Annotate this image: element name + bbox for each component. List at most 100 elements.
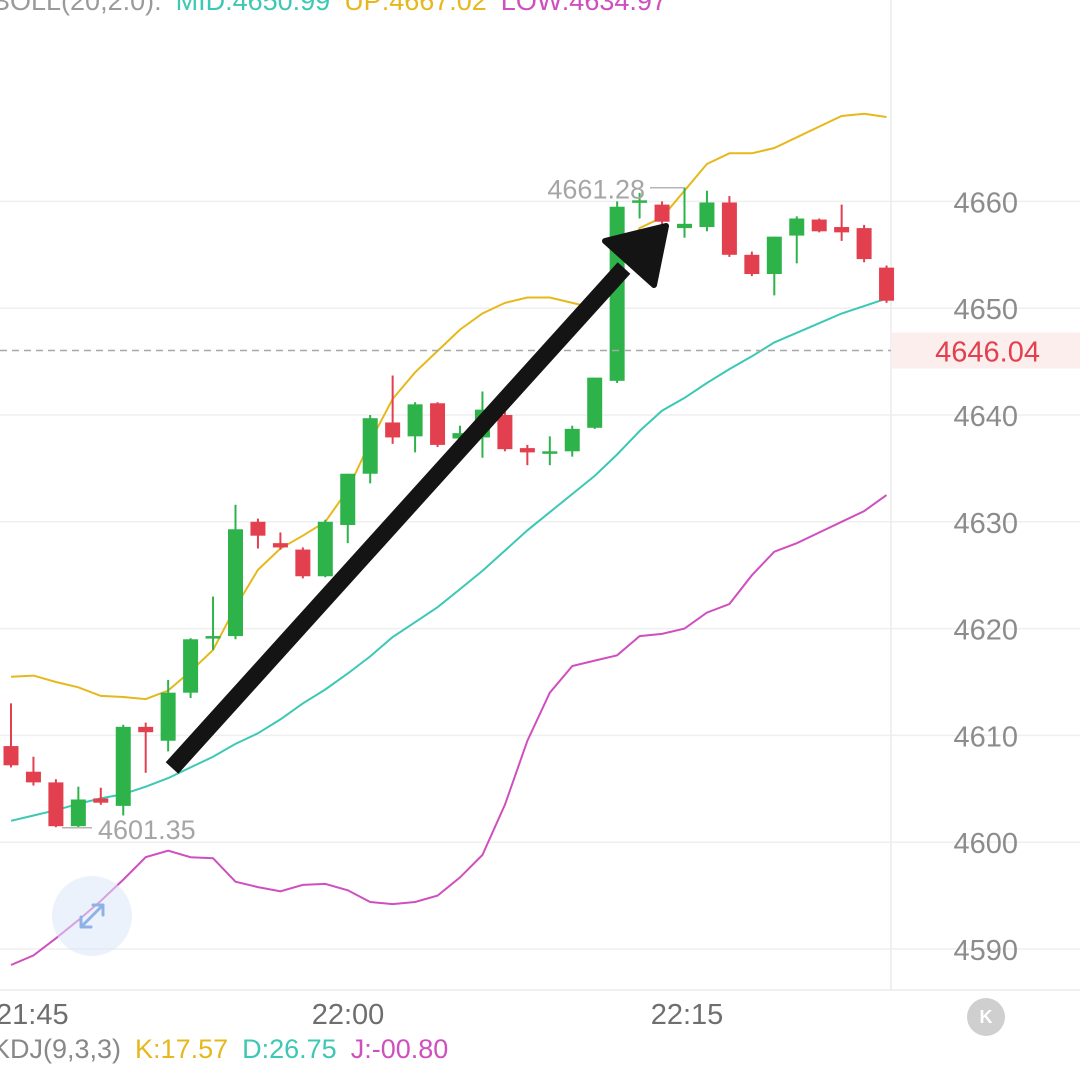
current-price-tag	[892, 332, 1080, 369]
candle-body	[497, 415, 513, 450]
candle	[25, 756, 41, 786]
candle	[879, 265, 895, 303]
x-tick-label: 22:00	[312, 999, 385, 1031]
candle-body	[205, 636, 221, 639]
y-tick-label: 4620	[953, 615, 1018, 647]
boll-mid-line	[10, 297, 887, 822]
high-price-label: 4661.28	[547, 175, 645, 205]
kdj-name: KDJ(9,3,3)	[0, 1034, 122, 1064]
candle	[632, 192, 648, 219]
candles	[3, 187, 895, 829]
candle-body	[160, 692, 176, 741]
candle	[677, 187, 692, 238]
candle-body	[587, 377, 603, 428]
candle-body	[452, 433, 468, 439]
candle	[744, 251, 760, 277]
candle-body	[48, 782, 64, 827]
candle	[811, 218, 827, 233]
candle	[564, 425, 580, 457]
candle-body	[228, 529, 243, 637]
candle	[519, 444, 535, 466]
candle	[542, 436, 558, 466]
candle-body	[362, 418, 378, 474]
candle-body	[654, 204, 670, 222]
candle	[766, 236, 782, 296]
candle-body	[879, 267, 895, 301]
candle	[587, 377, 603, 429]
candle	[250, 518, 266, 549]
candle	[834, 204, 850, 241]
candle	[272, 532, 288, 550]
y-tick-label: 4640	[953, 401, 1018, 433]
candle-body	[564, 428, 580, 452]
candle	[160, 679, 176, 752]
bollinger-bands	[10, 112, 888, 966]
candle	[856, 224, 872, 263]
price-gridlines	[0, 200, 1080, 950]
kdj-d-value: D:26.75	[242, 1034, 337, 1064]
kdj-k-value: K:17.57	[135, 1034, 229, 1064]
candle-body	[699, 202, 715, 228]
candle-body	[744, 254, 760, 275]
candle	[138, 722, 154, 773]
boll-name: BOLL(20,2.0):	[0, 0, 162, 16]
candle	[183, 638, 199, 699]
y-tick-label: 4650	[953, 294, 1018, 326]
candle-body	[811, 219, 827, 232]
time-axis-labels: 21:45 22:00 22:15	[0, 999, 723, 1031]
candle-body	[721, 202, 737, 255]
candle-body	[272, 543, 288, 548]
x-tick-label: 22:15	[651, 999, 724, 1031]
candle	[93, 787, 109, 805]
y-tick-label: 4630	[953, 508, 1018, 540]
candle	[362, 415, 378, 484]
boll-up-value: UP:4667.02	[344, 0, 487, 16]
boll-mid-value: MID:4650.99	[175, 0, 331, 16]
fullscreen-button[interactable]	[52, 876, 132, 956]
y-tick-label: 4590	[953, 935, 1018, 967]
candle-body	[250, 521, 266, 536]
boll-low-value: LOW:4634.97	[500, 0, 667, 16]
candle-body	[295, 549, 311, 577]
candle-body	[138, 726, 154, 733]
candle	[205, 596, 221, 650]
expand-arrows-icon	[79, 903, 105, 929]
candle-body	[93, 798, 109, 803]
candle	[228, 504, 243, 640]
candle	[699, 190, 715, 232]
candle-body	[856, 228, 872, 260]
candle-body	[385, 422, 401, 438]
candle	[70, 786, 86, 829]
boll-lower-line	[10, 494, 888, 966]
current-price-label: 4646.04	[935, 336, 1040, 368]
candle-body	[317, 521, 333, 577]
y-tick-label: 4660	[953, 187, 1018, 219]
candle-body	[25, 771, 41, 783]
candle	[497, 411, 513, 452]
candle-body	[340, 473, 356, 526]
candle-body	[766, 236, 782, 275]
candle-body	[542, 451, 558, 454]
k-circle-icon[interactable]: K	[967, 998, 1005, 1036]
boll-upper-line	[10, 112, 887, 701]
candle	[340, 473, 356, 544]
candle-body	[834, 227, 850, 233]
y-tick-label: 4600	[953, 828, 1018, 860]
candle	[789, 216, 805, 264]
candle	[317, 519, 333, 578]
candle	[295, 547, 311, 579]
candle-body	[430, 403, 446, 445]
candle-body	[183, 639, 199, 693]
boll-legend: BOLL(20,2.0): MID:4650.99 UP:4667.02 LOW:46…	[0, 0, 681, 17]
trend-arrow	[165, 223, 669, 774]
kdj-j-value: J:-00.80	[350, 1034, 449, 1064]
y-tick-label: 4610	[953, 721, 1018, 753]
x-tick-label: 21:45	[0, 999, 69, 1031]
price-axis-labels: 4590 4600 4610 4620 4630 4640 4650 4660	[953, 187, 1018, 967]
candle	[385, 375, 401, 444]
candle	[407, 402, 423, 453]
candle	[430, 402, 446, 448]
price-marks: 4646.04 4661.28 4601.35	[0, 175, 1080, 845]
candle-body	[3, 746, 19, 766]
